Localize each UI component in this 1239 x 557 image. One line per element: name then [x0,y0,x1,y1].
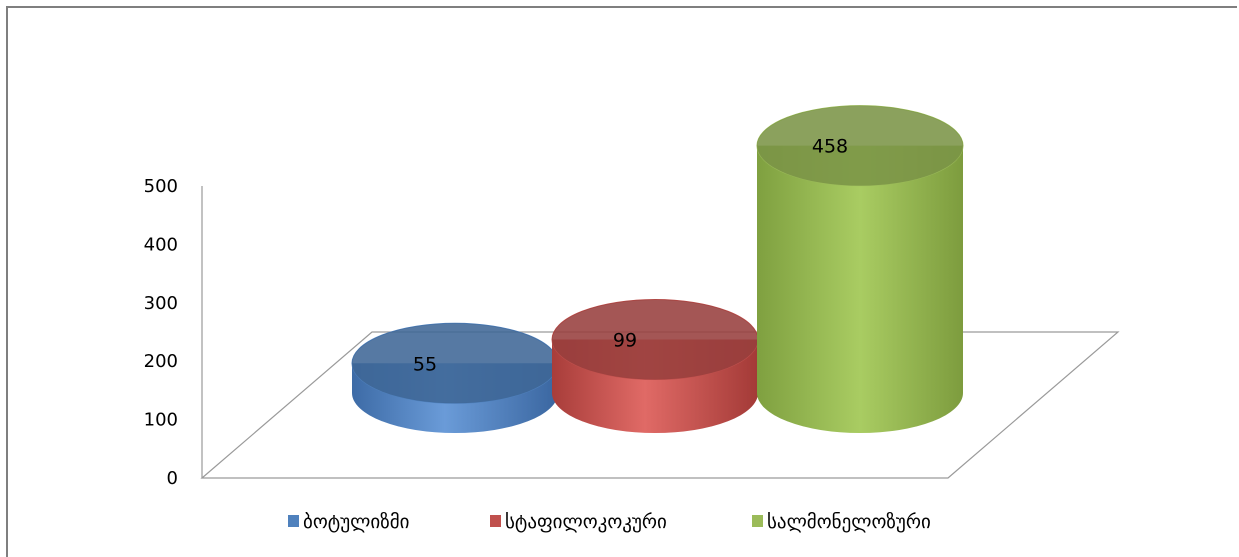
legend-swatch [752,515,763,527]
legend-label: სალმონელოზური [767,511,931,533]
y-tick-label: 200 [144,351,178,372]
y-tick-label: 400 [144,234,178,255]
bar-top [756,105,964,187]
data-label: 458 [812,136,848,158]
legend-swatch [490,515,501,527]
data-labels: 55 99 458 [413,136,848,376]
chart-frame [6,6,1237,557]
legend-swatch [288,515,299,527]
legend-label: ბოტულიზმი [303,511,409,533]
bar-top-shade [757,105,963,186]
bar-top-shade [352,323,558,404]
y-axis-ticks: 0 100 200 300 400 500 [144,176,178,489]
y-tick-label: 100 [144,410,178,431]
data-label: 55 [413,353,437,375]
bar-1 [351,322,559,433]
bar-body [757,145,963,433]
data-label: 99 [613,330,637,352]
legend: ბოტულიზმი სტაფილოკოკური სალმონელოზური [288,511,931,533]
legend-item: სალმონელოზური [752,511,931,533]
legend-label: სტაფილოკოკური [505,511,667,533]
bars [351,105,964,433]
y-tick-label: 500 [144,176,178,197]
y-tick-label: 0 [167,468,178,489]
legend-item: ბოტულიზმი [288,511,409,533]
bar-2 [551,299,759,433]
y-tick-label: 300 [144,293,178,314]
bar-3 [756,105,964,433]
floor-plane [200,331,1120,479]
bar-top-shade [552,299,758,380]
legend-item: სტაფილოკოკური [490,511,667,533]
